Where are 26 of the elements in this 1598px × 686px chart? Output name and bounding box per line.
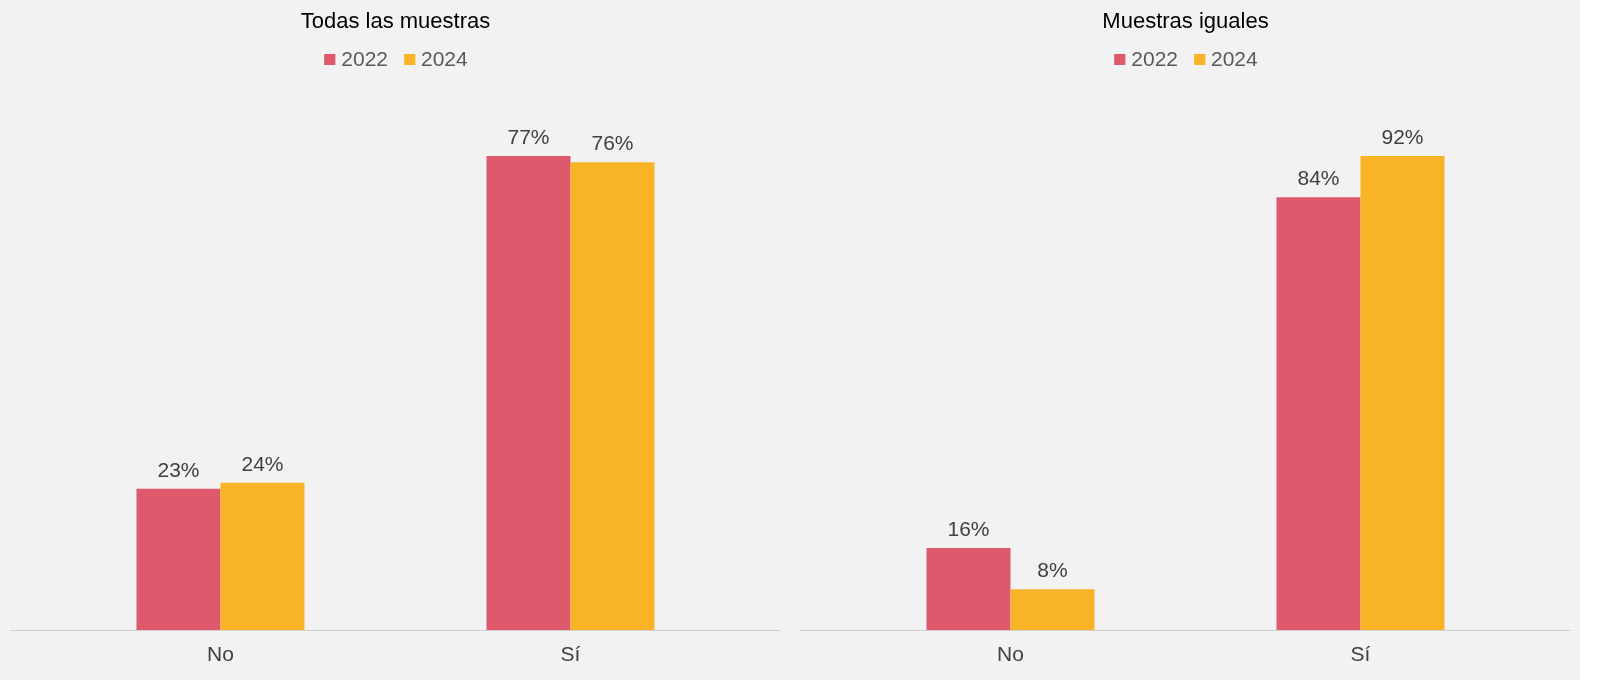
x-tick-label: Sí: [1350, 641, 1371, 665]
bar: [1010, 589, 1095, 631]
x-tick-label: No: [997, 641, 1024, 665]
bar: [1276, 197, 1361, 631]
bar: [926, 548, 1011, 631]
data-label: 84%: [1297, 166, 1340, 190]
data-label: 23%: [157, 457, 200, 481]
bar: [136, 488, 221, 631]
x-tick-label: No: [207, 641, 234, 665]
x-tick-label: Sí: [560, 641, 581, 665]
legend-label: 2022: [1131, 47, 1178, 71]
bar: [1360, 156, 1445, 631]
bar: [220, 482, 305, 631]
legend-label: 2022: [341, 47, 388, 71]
data-label: 77%: [507, 125, 550, 149]
data-label: 76%: [591, 131, 634, 155]
data-label: 24%: [241, 451, 284, 475]
legend-label: 2024: [1211, 47, 1258, 71]
bar: [486, 156, 571, 631]
legend-label: 2024: [421, 47, 468, 71]
data-label: 92%: [1381, 125, 1424, 149]
data-label: 8%: [1037, 558, 1068, 582]
chart-title: Todas las muestras: [300, 7, 491, 33]
bar: [570, 162, 655, 631]
chart-title: Muestras iguales: [1102, 7, 1269, 33]
data-label: 16%: [947, 517, 990, 540]
